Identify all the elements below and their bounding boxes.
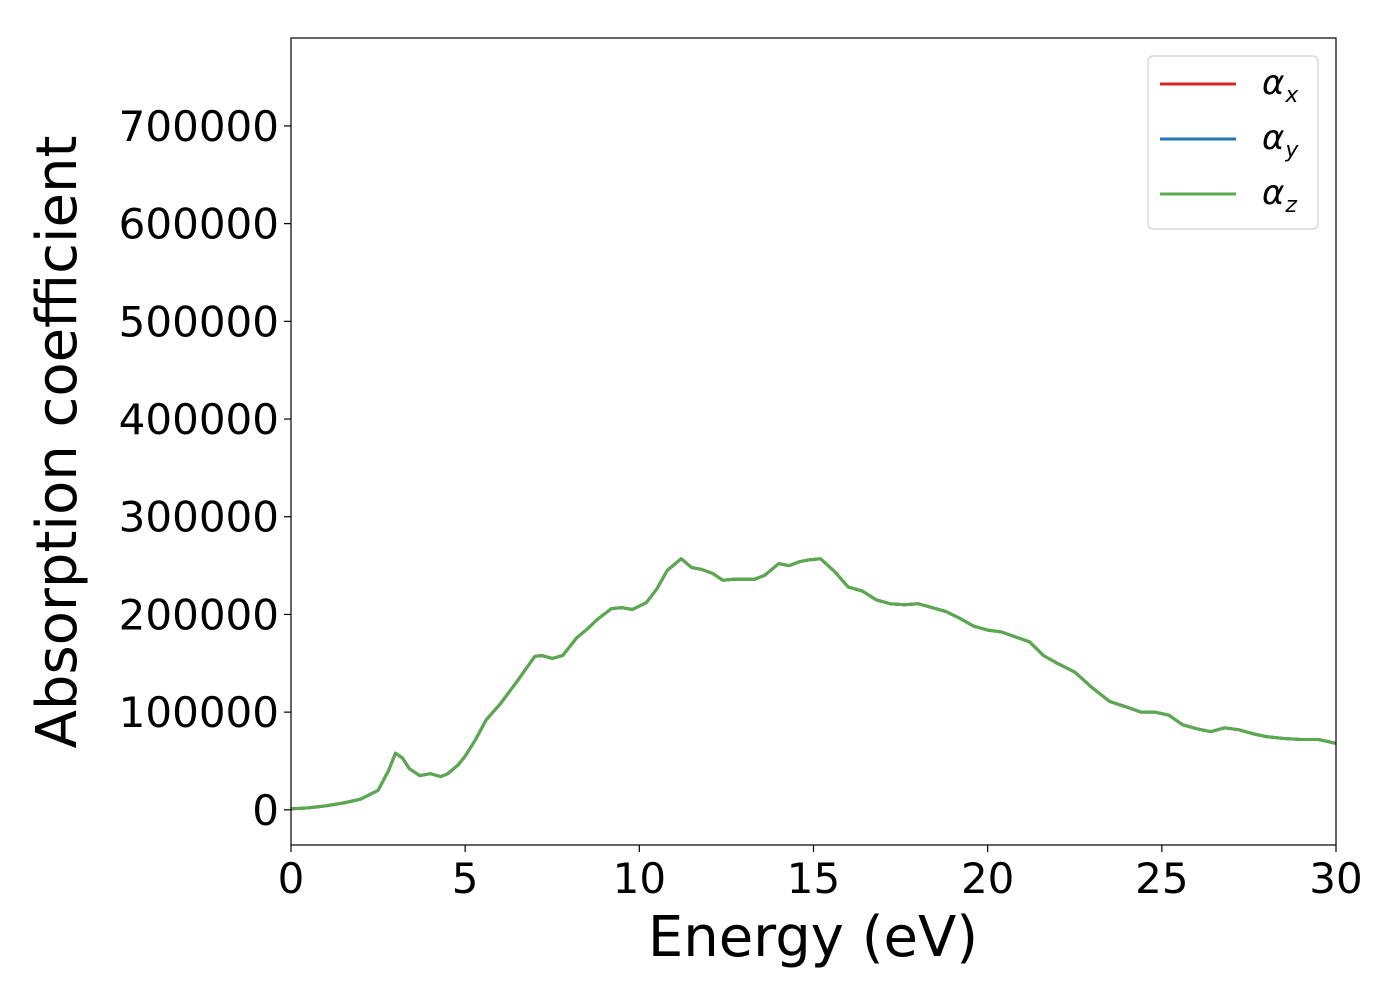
y-axis: 0 100000 200000 300000 400000 500000 600000 700… [119, 102, 291, 835]
legend-label-y: αy [1262, 118, 1299, 163]
y-tick-label: 400000 [119, 395, 279, 444]
series-lines [290, 557, 1337, 811]
x-tick-label: 0 [278, 854, 305, 903]
y-tick-label: 600000 [119, 200, 279, 249]
y-tick-label: 0 [252, 786, 279, 835]
y-tick-label: 100000 [119, 688, 279, 737]
series-line-0 [290, 557, 1337, 811]
x-tick-label: 5 [452, 854, 479, 903]
x-tick-label: 25 [1135, 854, 1188, 903]
x-tick-label: 10 [613, 854, 666, 903]
legend-box [1147, 55, 1319, 230]
x-tick-label: 15 [787, 854, 840, 903]
y-tick-label: 500000 [119, 297, 279, 346]
series-line-2 [290, 557, 1337, 811]
legend-label-x: αx [1262, 63, 1299, 108]
x-tick-label: 30 [1309, 854, 1362, 903]
y-tick-label: 700000 [119, 102, 279, 151]
y-tick-label: 200000 [119, 590, 279, 639]
y-tick-label: 300000 [119, 493, 279, 542]
y-axis-title: Absorption coefficient [25, 136, 90, 749]
x-axis-title: Energy (eV) [648, 905, 978, 970]
series-line-1 [290, 557, 1337, 811]
x-tick-label: 20 [961, 854, 1014, 903]
legend: αx αy αz [1147, 55, 1319, 230]
legend-label-z: αz [1262, 173, 1297, 218]
x-axis: 0 5 10 15 20 25 30 [278, 845, 1363, 903]
